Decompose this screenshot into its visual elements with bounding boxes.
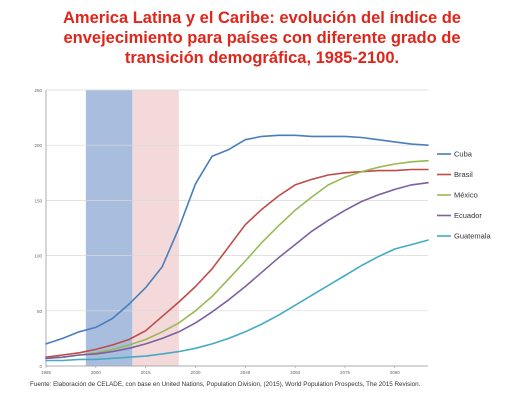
- y-tick-labels: 0 50 100 150 200 250: [34, 88, 42, 369]
- x-tick-label-2045: 2045: [240, 370, 251, 375]
- aging-index-chart: 0 50 100 150 200 250 1985 2000 2015 2030 2045 2060…: [34, 88, 492, 375]
- shaded-band-2: [132, 90, 179, 366]
- source-note: Fuente: Elaboración de CELADE, con base …: [30, 381, 421, 388]
- y-tick-label-150: 150: [34, 198, 42, 203]
- title-line-1: America Latina y el Caribe: evolución de…: [63, 9, 461, 27]
- y-tick-label-0: 0: [39, 364, 42, 369]
- x-tick-label-1985: 1985: [41, 370, 52, 375]
- legend-label-cuba: Cuba: [454, 150, 473, 159]
- y-tick-label-200: 200: [34, 143, 42, 148]
- legend-label-guatemala: Guatemala: [454, 232, 492, 241]
- series-line-cuba: [45, 134, 429, 345]
- x-tick-label-2060: 2060: [290, 370, 301, 375]
- series-lines: [45, 134, 429, 362]
- series-line-méxico: [45, 159, 429, 360]
- x-tick-label-2090: 2090: [390, 370, 401, 375]
- legend-label-ecuador: Ecuador: [454, 211, 482, 220]
- y-tick-label-50: 50: [37, 309, 43, 314]
- shaded-bands: [85, 90, 179, 366]
- legend-label-brasil: Brasil: [454, 170, 473, 179]
- series-line-guatemala: [45, 239, 429, 362]
- axes: [45, 90, 428, 367]
- slide-title: America Latina y el Caribe: evolución de…: [0, 8, 524, 68]
- x-tick-label-2015: 2015: [141, 370, 152, 375]
- y-tick-label-250: 250: [34, 88, 42, 93]
- x-tick-label-2000: 2000: [91, 370, 102, 375]
- title-line-3: transición demográfica, 1985-2100.: [124, 49, 400, 67]
- x-tick-label-2075: 2075: [340, 370, 351, 375]
- shaded-band-1: [85, 90, 133, 366]
- legend: Cuba Brasil México Ecuador Guatemala: [437, 150, 492, 241]
- series-line-ecuador: [45, 181, 429, 360]
- x-tick-labels: 1985 2000 2015 2030 2045 2060 2075 2090: [41, 366, 400, 375]
- title-line-2: envejecimiento para países con diferente…: [63, 29, 461, 47]
- y-tick-label-100: 100: [34, 254, 42, 259]
- x-tick-label-2030: 2030: [190, 370, 201, 375]
- legend-label-méxico: México: [454, 191, 478, 200]
